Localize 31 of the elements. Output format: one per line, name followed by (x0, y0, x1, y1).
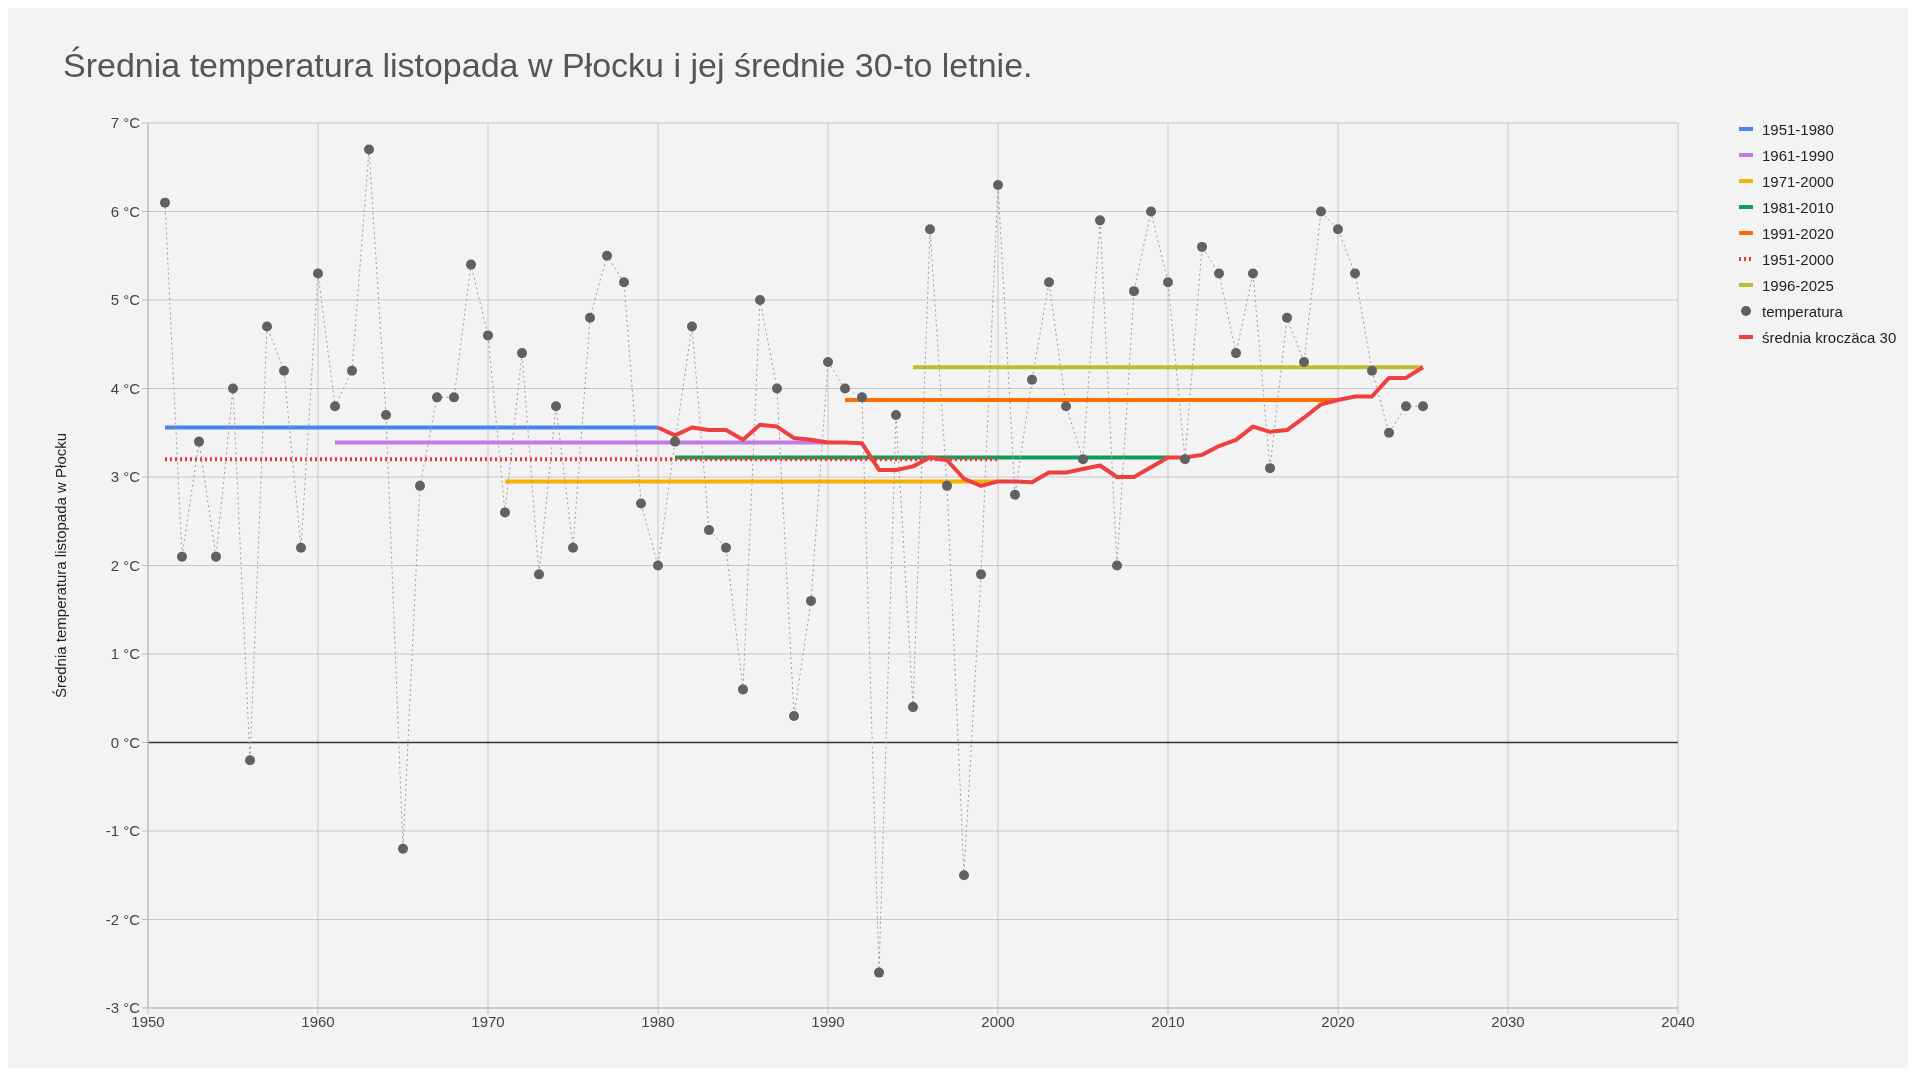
y-tick-label: 7 °C (110, 114, 141, 132)
x-tick-label: 2010 (1151, 1012, 1185, 1030)
chart-title: Średnia temperatura listopada w Płocku i jej średnie 30-to letnie. (63, 46, 1034, 86)
y-tick-label: 2 °C (110, 556, 141, 574)
x-tick-label: 2000 (981, 1012, 1015, 1030)
legend-label: temperatura (1762, 302, 1843, 320)
y-tick-label: 1 °C (110, 645, 141, 663)
legend-label: średnia kroczäca 30 (1762, 328, 1897, 346)
x-tick-label: 1970 (471, 1012, 505, 1030)
legend-label: 1951-2000 (1762, 250, 1834, 268)
y-tick-label: 4 °C (110, 379, 141, 397)
y-tick-label: -2 °C (105, 910, 141, 928)
y-tick-label: 5 °C (110, 291, 141, 309)
legend-label: 1981-2010 (1762, 198, 1834, 216)
y-tick-label: 0 °C (110, 733, 141, 751)
y-tick-label: 6 °C (110, 202, 141, 220)
x-tick-label: 1990 (811, 1012, 845, 1030)
y-tick-label: -1 °C (105, 822, 141, 840)
x-tick-label: 1980 (641, 1012, 675, 1030)
legend-label: 1996-2025 (1762, 276, 1834, 294)
legend-label: 1961-1990 (1762, 146, 1834, 164)
x-tick-label: 2020 (1321, 1012, 1355, 1030)
y-axis-title: Średnia temperatura listopada w Płocku (52, 432, 70, 699)
x-tick-label: 2040 (1661, 1012, 1695, 1030)
y-tick-label: 3 °C (110, 468, 141, 486)
line-series (656, 365, 1425, 488)
x-tick-label: 2030 (1491, 1012, 1525, 1030)
x-tick-label: 1960 (301, 1012, 335, 1030)
legend-label: 1991-2020 (1762, 224, 1834, 242)
legend-label: 1971-2000 (1762, 172, 1834, 190)
legend-label: 1951-1980 (1762, 120, 1834, 138)
